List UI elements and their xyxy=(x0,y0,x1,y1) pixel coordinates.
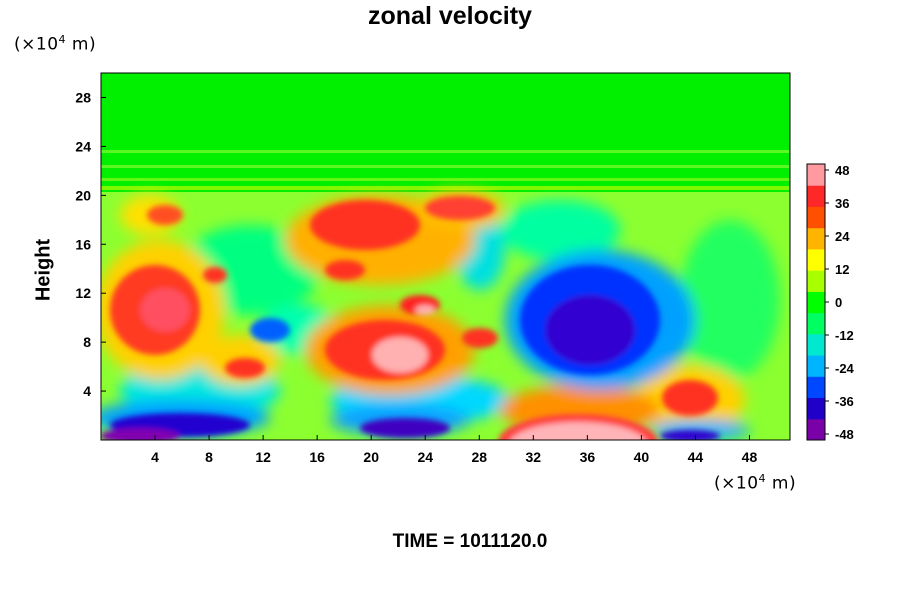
colorbar-swatch xyxy=(807,291,825,314)
y-axis: 4 8 12 16 20 24 28 xyxy=(75,89,106,399)
y-axis-unit: (×104 m) xyxy=(14,33,97,55)
x-tick-label: 20 xyxy=(363,449,379,465)
colorbar-swatch xyxy=(807,312,825,335)
colorbar-swatch xyxy=(807,418,825,441)
y-tick-label: 12 xyxy=(75,285,91,301)
x-tick-label: 32 xyxy=(526,449,542,465)
y-tick-label: 4 xyxy=(83,383,91,399)
colorbar-swatch xyxy=(807,248,825,271)
chart-title: zonal velocity xyxy=(368,2,532,30)
colorbar-tick-label: 48 xyxy=(835,163,849,178)
colorbar-tick-label: 36 xyxy=(835,196,849,211)
y-tick-label: 8 xyxy=(83,334,91,350)
colorbar-swatch xyxy=(807,333,825,356)
colorbar-swatch xyxy=(807,206,825,229)
time-label: TIME = 1011120.0 xyxy=(392,531,548,552)
colorbar-swatch xyxy=(807,355,825,377)
x-axis: 4 8 12 16 20 24 28 32 36 40 44 48 xyxy=(151,435,757,465)
colorbar-tick-label: -12 xyxy=(835,328,854,343)
y-tick-label: 16 xyxy=(75,236,91,252)
colorbar-swatch xyxy=(807,227,825,250)
colorbar-tick-label: 24 xyxy=(835,229,850,244)
colorbar: 48 36 24 12 0 -12 -24 -36 -48 xyxy=(806,163,855,442)
colorbar-swatch xyxy=(807,397,825,420)
colorbar-swatch xyxy=(807,270,825,292)
colorbar-swatch xyxy=(807,376,825,399)
velocity-field xyxy=(101,73,790,440)
x-tick-label: 4 xyxy=(151,449,159,465)
x-tick-label: 28 xyxy=(471,449,487,465)
y-tick-label: 20 xyxy=(75,187,91,203)
y-tick-label: 28 xyxy=(75,89,91,105)
colorbar-tick-label: 12 xyxy=(835,262,849,277)
colorbar-tick-label: 0 xyxy=(835,295,842,310)
x-tick-label: 36 xyxy=(580,449,596,465)
x-tick-label: 16 xyxy=(309,449,325,465)
x-tick-label: 40 xyxy=(634,449,650,465)
colorbar-tick-label: -24 xyxy=(835,361,855,376)
colorbar-tick-label: -48 xyxy=(835,427,854,442)
colorbar-tick-label: -36 xyxy=(835,394,854,409)
colorbar-swatch xyxy=(807,185,825,207)
y-tick-label: 24 xyxy=(75,138,91,154)
x-tick-label: 48 xyxy=(742,449,758,465)
colorbar-swatch xyxy=(807,164,825,186)
x-tick-label: 44 xyxy=(688,449,704,465)
x-tick-label: 24 xyxy=(417,449,433,465)
x-tick-label: 12 xyxy=(255,449,271,465)
x-tick-label: 8 xyxy=(205,449,213,465)
x-axis-unit: (×104 m) xyxy=(714,472,797,494)
